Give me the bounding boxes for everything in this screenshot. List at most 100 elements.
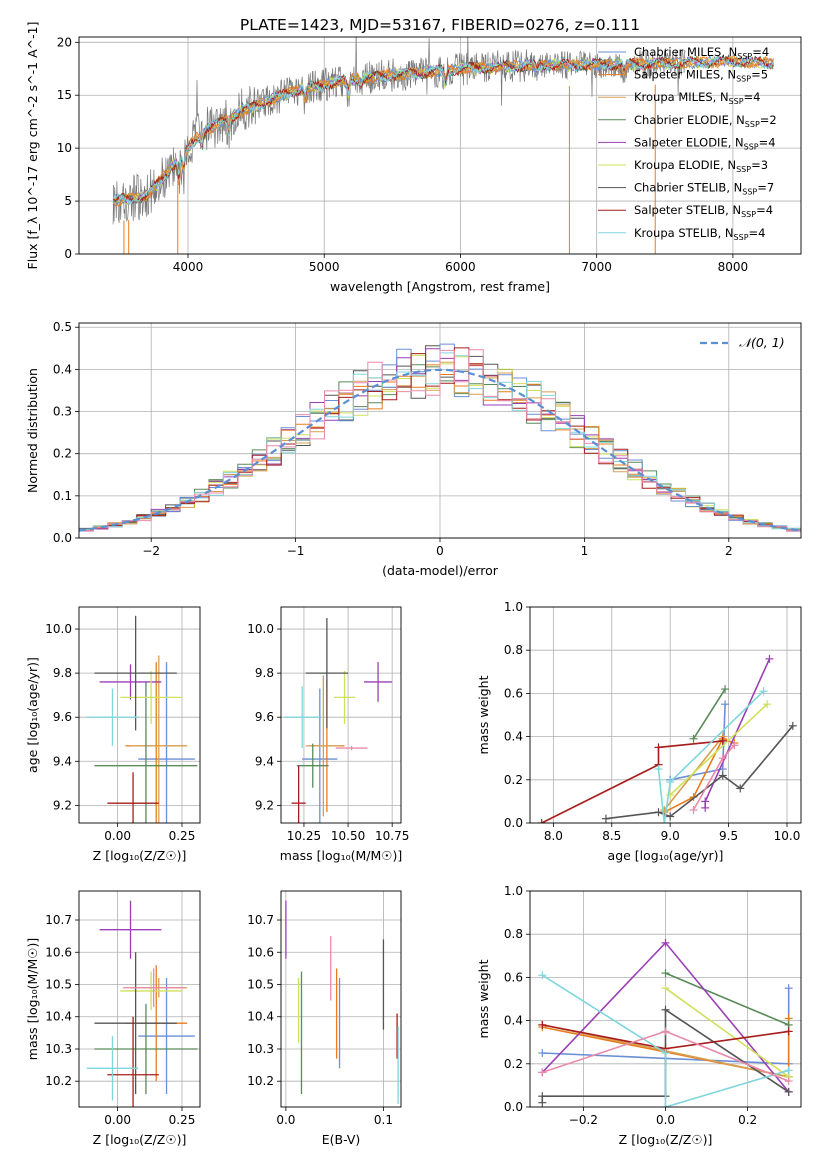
x-tick-label: 8.0 bbox=[544, 829, 563, 843]
x-tick-label: 9.0 bbox=[661, 829, 680, 843]
x-axis-label: mass [log₁₀(M/M☉)] bbox=[280, 848, 402, 863]
series-marker bbox=[784, 1087, 793, 1096]
y-tick-label: 9.2 bbox=[53, 798, 72, 812]
x-tick-label: 10.75 bbox=[375, 829, 409, 843]
series-marker bbox=[538, 971, 547, 980]
x-tick-label: 0.00 bbox=[104, 829, 131, 843]
plot-area bbox=[538, 938, 793, 1107]
plot-area bbox=[86, 615, 198, 823]
errorbar-point bbox=[94, 1003, 198, 1095]
plot-area bbox=[79, 343, 801, 533]
x-axis-label: E(B-V) bbox=[322, 1132, 361, 1147]
y-tick-label: 0.4 bbox=[53, 362, 72, 376]
x-axis-label: (data-model)/error bbox=[382, 563, 499, 578]
x-axis-label: age [log₁₀(age/yr)] bbox=[608, 848, 724, 863]
x-tick-label: 9.5 bbox=[719, 829, 738, 843]
errorbar-point bbox=[120, 971, 182, 1011]
series-line bbox=[669, 703, 768, 796]
y-axis-label: Flux [f_λ 10^-17 erg cm^-2 s^-1 A^-1] bbox=[25, 22, 40, 270]
y-tick-label: 1.0 bbox=[504, 600, 523, 614]
series-marker bbox=[718, 736, 727, 745]
series-line bbox=[541, 740, 723, 823]
x-axis-label: wavelength [Angstrom, rest frame] bbox=[330, 279, 550, 294]
series-marker bbox=[660, 819, 669, 823]
panel-massweight-vs-age: 8.0 8.5 9.0 9.5 10.0 0.0 0.2 0.4 0.6 0.8 1.0 age [l… bbox=[476, 600, 802, 863]
series-marker bbox=[701, 797, 710, 806]
model-line-salpeter-stelib bbox=[112, 55, 774, 204]
x-tick-label: −0.2 bbox=[569, 1113, 598, 1127]
y-tick-label: 9.6 bbox=[53, 710, 72, 724]
x-axis-label: Z [log₁₀(Z/Z☉)] bbox=[619, 1132, 713, 1147]
y-tick-label: 20 bbox=[57, 35, 72, 49]
x-tick-label: 10.25 bbox=[287, 829, 321, 843]
y-tick-label: 0.0 bbox=[53, 531, 72, 545]
axes-frame bbox=[280, 606, 402, 824]
errorbar-point bbox=[122, 968, 185, 1008]
y-tick-label: 0.6 bbox=[504, 970, 523, 984]
y-tick-label: 0.2 bbox=[504, 1057, 523, 1071]
series-line bbox=[657, 690, 765, 823]
errorbar-point bbox=[305, 618, 349, 729]
plot-area bbox=[285, 900, 399, 1104]
series-line bbox=[665, 987, 790, 1078]
plot-area bbox=[86, 900, 198, 1107]
normal-curve bbox=[79, 368, 801, 532]
series-marker bbox=[666, 777, 675, 786]
plot-area bbox=[112, 37, 774, 254]
y-tick-label: 9.2 bbox=[255, 798, 274, 812]
y-tick-label: 0.2 bbox=[504, 773, 523, 787]
x-tick-label: 1 bbox=[581, 544, 589, 558]
y-tick-label: 0.0 bbox=[504, 1100, 523, 1114]
plot-area bbox=[537, 654, 797, 823]
series-marker bbox=[537, 819, 546, 823]
x-tick-label: 0.00 bbox=[104, 1113, 131, 1127]
y-tick-label: 0.4 bbox=[504, 1014, 523, 1028]
y-tick-label: 0.6 bbox=[504, 686, 523, 700]
x-tick-label: 0.0 bbox=[656, 1113, 675, 1127]
series-marker bbox=[784, 1027, 793, 1036]
series-line bbox=[605, 725, 794, 820]
y-tick-label: 0.8 bbox=[504, 927, 523, 941]
series-marker bbox=[689, 806, 698, 815]
y-tick-label: 9.4 bbox=[255, 754, 274, 768]
grid bbox=[530, 606, 801, 824]
axes-frame bbox=[78, 606, 201, 824]
y-tick-label: 10.5 bbox=[247, 977, 274, 991]
panel-age-vs-mass: 10.25 10.50 10.75 9.2 9.4 9.6 9.8 10.0 mass [log… bbox=[247, 606, 409, 863]
errorbar-point bbox=[302, 688, 338, 823]
legend-entry: Salpeter ELODIE, NSSP=4 bbox=[634, 135, 776, 151]
y-tick-label: 9.4 bbox=[53, 754, 72, 768]
x-tick-label: 10.50 bbox=[331, 829, 365, 843]
x-tick-label: 5000 bbox=[309, 260, 340, 274]
axes-frame bbox=[529, 890, 802, 1108]
legend-entry: Kroupa STELIB, NSSP=4 bbox=[634, 226, 765, 242]
errorbar-point bbox=[94, 681, 198, 823]
series-marker bbox=[765, 654, 774, 663]
series-marker bbox=[721, 700, 730, 709]
errorbar-point bbox=[296, 743, 329, 788]
y-tick-label: 10.4 bbox=[45, 1010, 72, 1024]
series-marker bbox=[718, 771, 727, 780]
series-marker bbox=[661, 1049, 670, 1057]
y-tick-label: 0 bbox=[64, 247, 72, 261]
series-line bbox=[665, 972, 790, 1026]
y-tick-label: 15 bbox=[57, 88, 72, 102]
series-marker bbox=[538, 1092, 547, 1101]
x-axis-label: Z [log₁₀(Z/Z☉)] bbox=[93, 848, 187, 863]
hist-pink bbox=[79, 349, 801, 532]
y-tick-label: 10.2 bbox=[247, 1074, 274, 1088]
series-marker bbox=[538, 1049, 547, 1057]
series-marker bbox=[689, 734, 698, 743]
y-tick-label: 10.6 bbox=[45, 945, 72, 959]
y-tick-label: 0.2 bbox=[53, 447, 72, 461]
axes-frame bbox=[529, 606, 802, 824]
errorbar-point bbox=[99, 664, 162, 700]
series-marker bbox=[784, 1066, 793, 1075]
errorbar-point bbox=[335, 745, 368, 751]
series-marker bbox=[654, 765, 663, 773]
errorbar-point bbox=[138, 978, 195, 1095]
model-line-chabrier-miles bbox=[112, 55, 774, 207]
axes-frame bbox=[78, 890, 201, 1108]
series-marker bbox=[736, 784, 745, 793]
